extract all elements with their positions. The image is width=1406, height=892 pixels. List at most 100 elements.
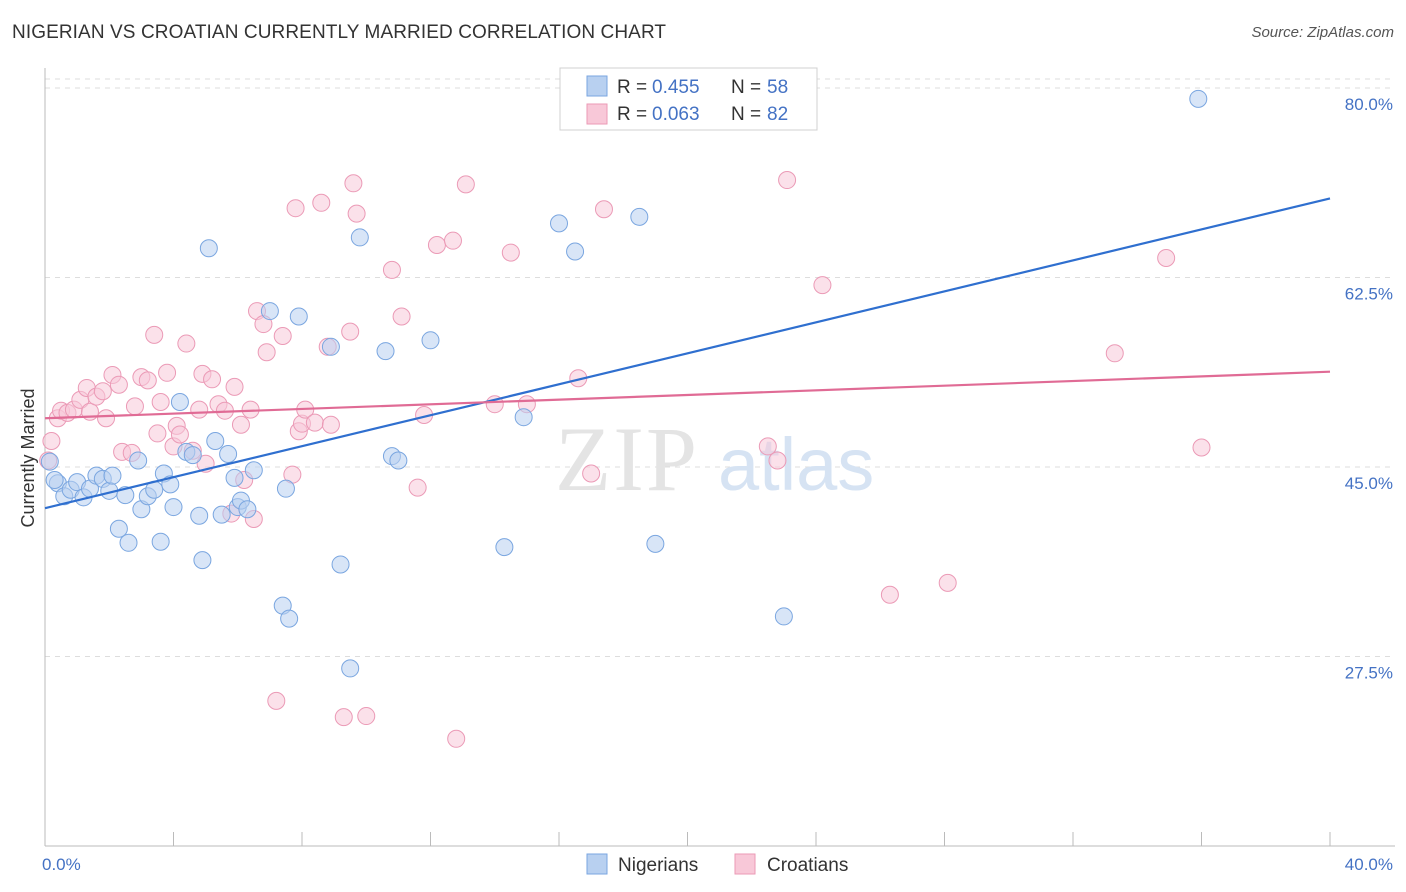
legend-n-label-nigerians: N = (731, 77, 761, 98)
croatian-point-80 (1192, 438, 1211, 457)
croatian-point-35 (225, 377, 244, 396)
series-legend: Nigerians Croatians (586, 853, 848, 876)
y-tick-label-2: 62.5% (1345, 285, 1393, 304)
croatian-point-26 (177, 334, 196, 353)
croatian-point-43 (273, 326, 292, 345)
croatian-point-75 (813, 276, 832, 295)
nigerian-point-28 (206, 432, 225, 451)
croatian-point-28 (190, 400, 209, 419)
watermark-zip: ZIP (555, 408, 699, 510)
croatian-point-67 (501, 243, 520, 262)
nigerian-point-44 (350, 228, 369, 247)
croatian-point-16 (125, 397, 144, 416)
nigerian-point-25 (190, 506, 209, 525)
legend-swatch-croatians (586, 103, 608, 125)
croatian-point-45 (286, 199, 305, 218)
croatian-point-59 (392, 307, 411, 326)
nigerians-trend-line (44, 197, 1331, 510)
croatian-point-60 (408, 478, 427, 497)
bottom-legend-label-nigerians: Nigerians (618, 855, 698, 876)
watermark-atlas: atlas (718, 423, 874, 506)
y-tick-label-0: 27.5% (1345, 664, 1393, 683)
nigerian-point-31 (225, 468, 244, 487)
nigerians-points (40, 89, 1208, 678)
legend-n-value-nigerians: 58 (767, 77, 788, 98)
croatian-point-72 (758, 437, 777, 456)
croatian-point-11 (97, 409, 116, 428)
y-tick-label-1: 45.0% (1345, 474, 1393, 493)
nigerian-point-40 (289, 307, 308, 326)
legend-r-label-nigerians: R = (617, 77, 647, 98)
croatian-point-1 (42, 432, 61, 451)
croatian-point-57 (357, 707, 376, 726)
croatian-point-76 (880, 585, 899, 604)
croatians-trend-line (44, 370, 1331, 420)
grid (45, 78, 1395, 657)
nigerian-point-57 (45, 470, 64, 489)
bottom-legend-label-croatians: Croatians (767, 855, 848, 876)
nigerian-point-53 (630, 207, 649, 226)
bottom-legend-swatch-croatians (734, 853, 756, 875)
nigerian-point-10 (103, 466, 122, 485)
nigerian-point-13 (119, 533, 138, 552)
nigerian-point-42 (331, 555, 350, 574)
croatian-point-18 (138, 371, 157, 390)
legend-n-value-croatians: 82 (767, 104, 788, 125)
chart-title: NIGERIAN VS CROATIAN CURRENTLY MARRIED C… (12, 22, 667, 43)
watermark: ZIP atlas (555, 408, 874, 510)
croatian-point-79 (1157, 249, 1176, 268)
nigerian-point-55 (774, 607, 793, 626)
y-tick-labels: 27.5% 45.0% 62.5% 80.0% (1345, 95, 1393, 683)
croatian-point-77 (938, 573, 957, 592)
nigerian-point-39 (280, 609, 299, 628)
legend-r-value-croatians: 0.063 (652, 104, 700, 125)
nigerian-point-0 (40, 452, 59, 471)
croatian-point-74 (778, 171, 797, 190)
nigerian-point-50 (514, 408, 533, 427)
croatian-point-65 (456, 175, 475, 194)
nigerian-point-29 (212, 505, 231, 524)
nigerian-point-34 (238, 500, 257, 519)
nigerian-point-24 (183, 446, 202, 465)
legend-r-value-nigerians: 0.455 (652, 77, 700, 98)
nigerian-point-54 (646, 534, 665, 553)
legend-r-label-croatians: R = (617, 104, 647, 125)
nigerian-point-22 (170, 393, 189, 412)
croatian-point-22 (158, 363, 177, 382)
croatian-point-54 (341, 322, 360, 341)
y-axis-label: Currently Married (18, 388, 38, 527)
nigerian-point-27 (199, 239, 218, 258)
x-tick-label-0: 0.0% (42, 855, 81, 874)
croatian-point-70 (582, 464, 601, 483)
nigerian-point-49 (495, 538, 514, 557)
croatian-point-42 (267, 691, 286, 710)
nigerian-point-38 (276, 479, 295, 498)
nigerian-point-14 (129, 451, 148, 470)
chart-source: Source: ZipAtlas.com (1251, 24, 1394, 41)
nigerian-point-43 (341, 659, 360, 678)
croatian-point-31 (203, 370, 222, 389)
croatian-point-21 (151, 393, 170, 412)
croatian-point-36 (231, 415, 250, 434)
nigerian-point-30 (219, 445, 238, 464)
croatian-point-41 (257, 343, 276, 362)
croatian-point-56 (347, 204, 366, 223)
croatian-point-64 (447, 729, 466, 748)
croatian-point-62 (427, 236, 446, 255)
croatian-point-52 (321, 415, 340, 434)
nigerian-point-35 (244, 461, 263, 480)
x-tick-labels: 0.0% 40.0% (42, 855, 1393, 874)
nigerian-point-51 (550, 214, 568, 233)
trend-lines (44, 197, 1331, 510)
stats-legend: R = 0.455 N = 58 R = 0.063 N = 82 (559, 67, 818, 131)
nigerian-point-11 (109, 519, 128, 538)
bottom-legend-swatch-nigerians (586, 853, 608, 875)
nigerian-point-18 (151, 532, 170, 551)
croatian-point-19 (145, 325, 164, 344)
croatian-point-53 (334, 708, 353, 727)
nigerian-point-48 (421, 331, 440, 350)
croatian-point-10 (93, 382, 112, 401)
croatian-point-20 (148, 424, 167, 443)
nigerian-point-56 (1189, 89, 1208, 108)
